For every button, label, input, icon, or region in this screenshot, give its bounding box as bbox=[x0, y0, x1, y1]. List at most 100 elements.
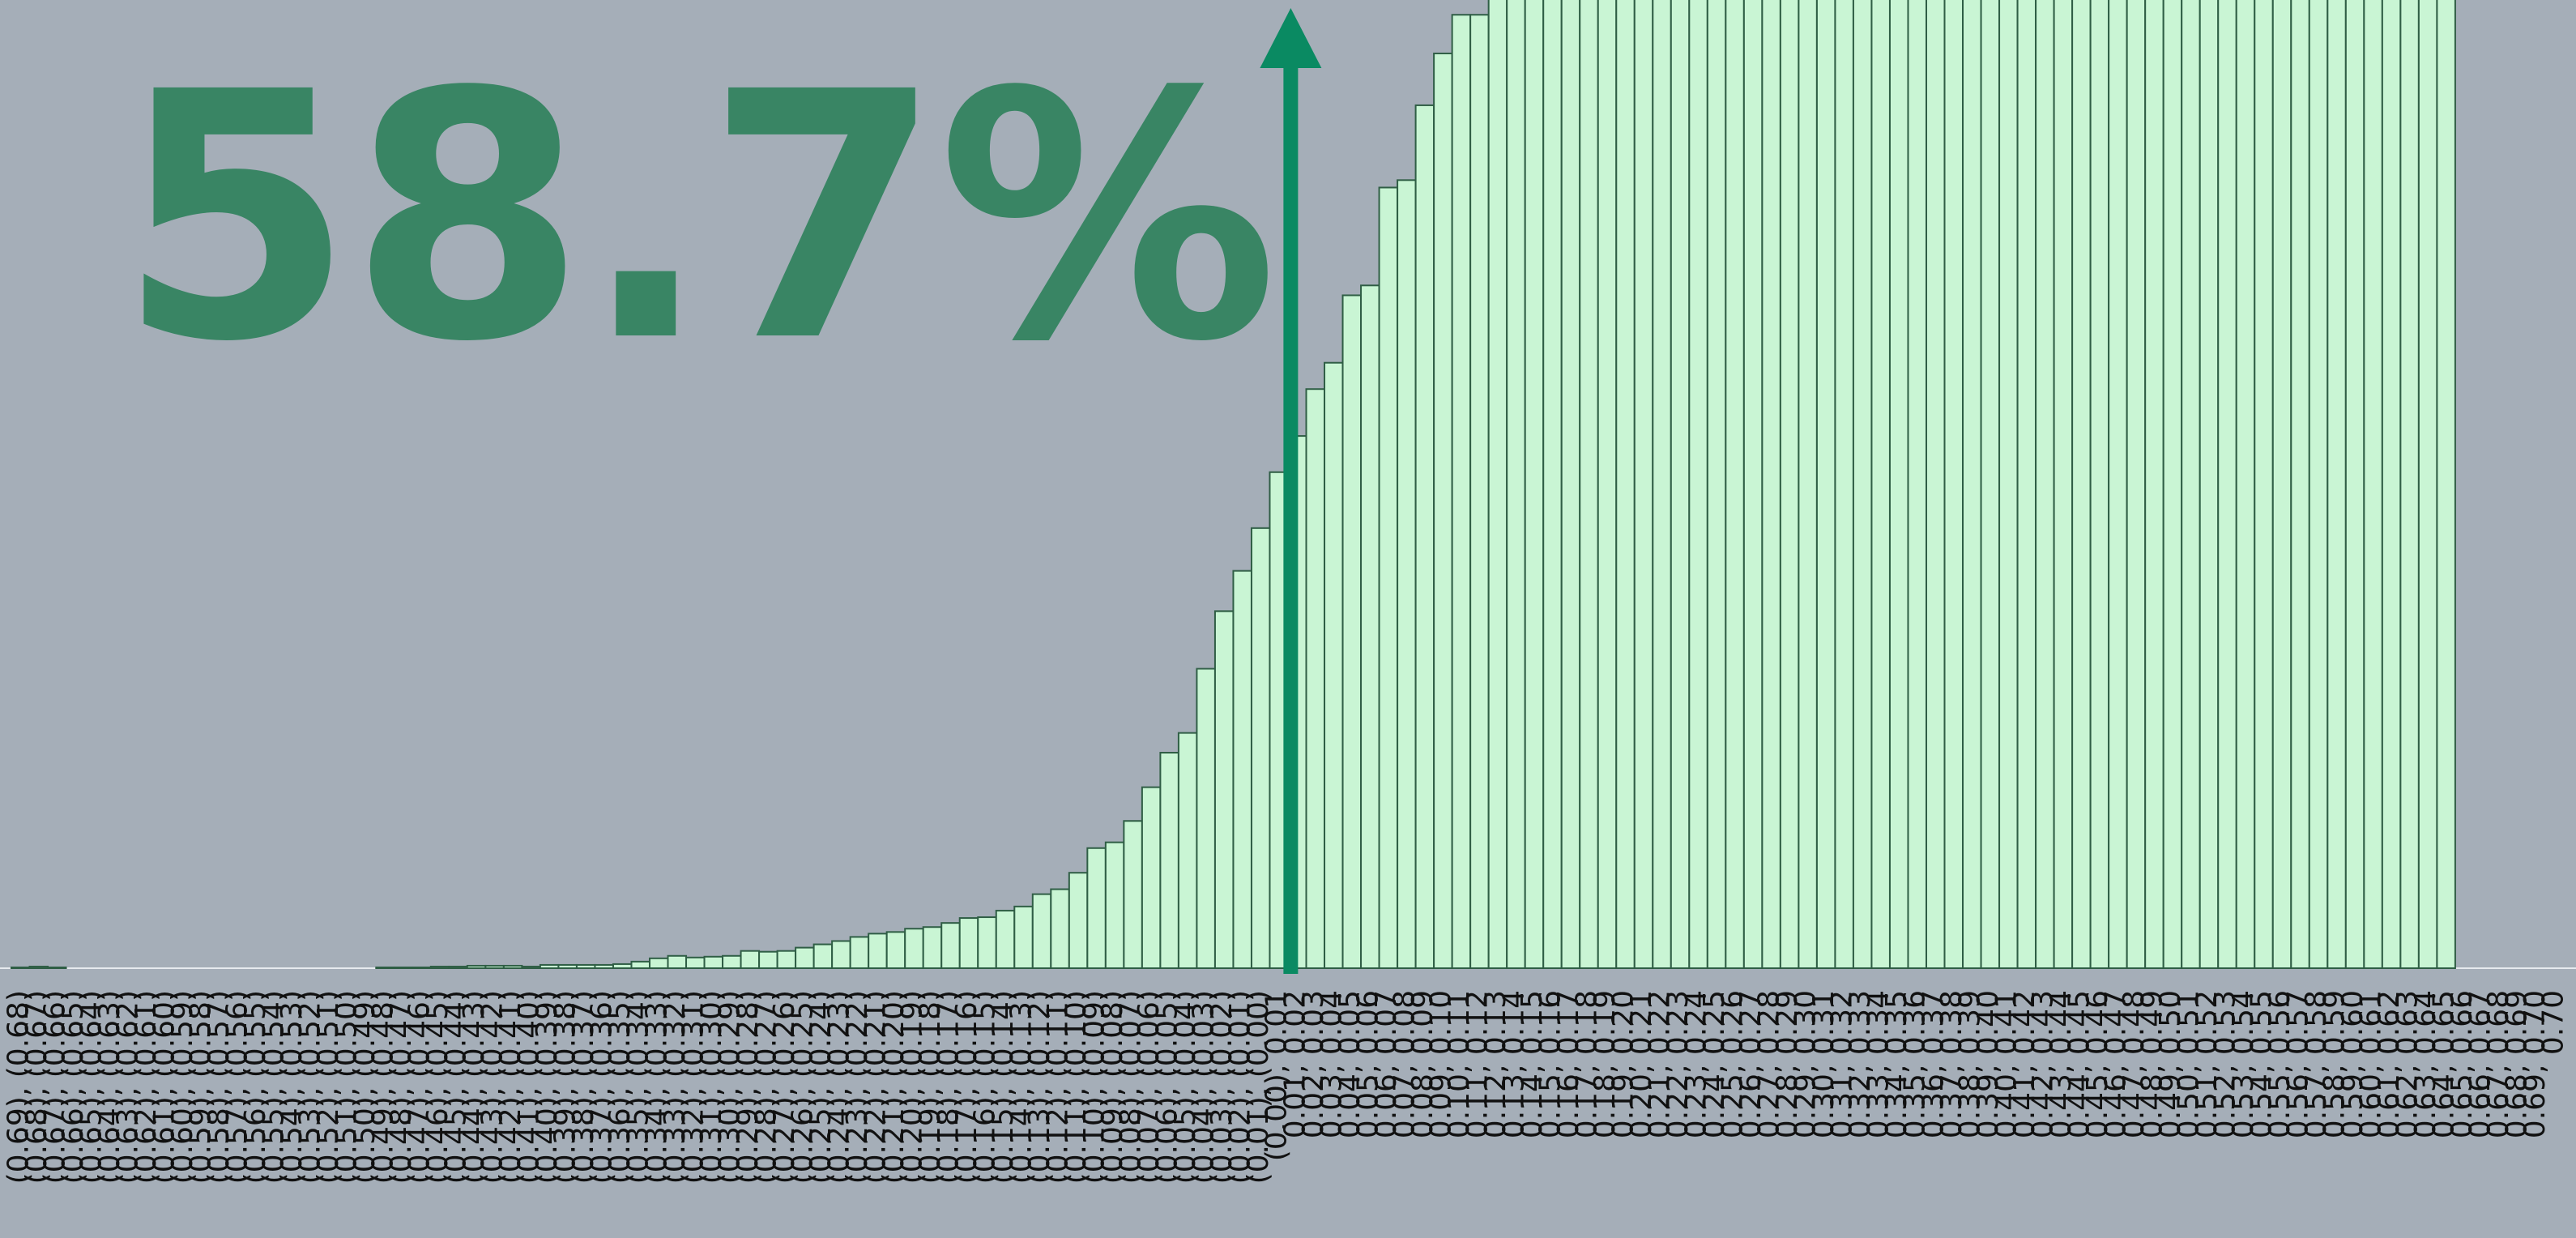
x-tick-label: (0.38), (0.37) bbox=[567, 990, 600, 1184]
histogram-bar bbox=[448, 965, 468, 969]
histogram-bar bbox=[995, 909, 1016, 970]
x-tick-label: 0.68, 0.69 bbox=[2501, 990, 2534, 1138]
x-tick-label: (0.42), (0.41) bbox=[494, 990, 527, 1184]
histogram-bar bbox=[2144, 0, 2164, 969]
x-tick-label: 0.20, 0.21 bbox=[1625, 990, 1658, 1138]
x-tick-label: 0.38, 0.39 bbox=[1953, 990, 1986, 1138]
x-tick-label: (0.25), (0.24) bbox=[804, 990, 838, 1184]
x-tick-label: 0.70 bbox=[2537, 990, 2570, 1055]
histogram-bar bbox=[2199, 0, 2220, 969]
histogram-bar bbox=[1086, 847, 1107, 970]
histogram-bar bbox=[393, 966, 414, 969]
x-tick-label: (0.31), (0.30) bbox=[695, 990, 728, 1184]
up-arrow-icon bbox=[1260, 8, 1322, 974]
histogram-bar bbox=[1998, 0, 2019, 969]
x-tick-label: (0.17), (0.16) bbox=[950, 990, 983, 1184]
x-tick-label: 0.16, 0.17 bbox=[1552, 990, 1585, 1138]
x-tick-label: 0.62, 0.63 bbox=[2391, 990, 2425, 1138]
histogram-bar bbox=[1761, 0, 1781, 969]
histogram-bar bbox=[1943, 0, 1964, 970]
x-tick-label: 0.15, 0.16 bbox=[1533, 990, 1567, 1138]
x-tick-label: (0.13), (0.12) bbox=[1023, 990, 1056, 1184]
x-tick-label: 0.21, 0.22 bbox=[1644, 990, 1677, 1138]
x-tick-label: 0.02, 0.03 bbox=[1297, 990, 1330, 1138]
x-tick-label: 0.65, 0.66 bbox=[2446, 990, 2479, 1138]
histogram-bar bbox=[2071, 0, 2092, 970]
histogram-bar bbox=[412, 966, 432, 969]
x-tick-label: (0.21), (0.20) bbox=[877, 990, 911, 1184]
histogram-bar bbox=[1196, 668, 1216, 969]
x-tick-label: (0.15), (0.14) bbox=[987, 990, 1020, 1184]
x-tick-label: (0.04), (0.03) bbox=[1188, 990, 1221, 1184]
histogram-bar bbox=[1341, 294, 1363, 970]
x-tick-label: 0.24, 0.25 bbox=[1698, 990, 1731, 1138]
x-tick-label: (0.09), (0.08) bbox=[1096, 990, 1129, 1184]
x-tick-label: (0.44), (0.43) bbox=[458, 990, 491, 1184]
x-tick-label: (0.16), (0.15) bbox=[969, 990, 1002, 1184]
x-tick-label: (0.54), (0.53) bbox=[275, 990, 309, 1184]
histogram-bar bbox=[1633, 0, 1654, 970]
x-tick-label: (0.53), (0.52) bbox=[293, 990, 326, 1184]
x-tick-label: 0.17, 0.18 bbox=[1570, 990, 1603, 1138]
histogram-bar bbox=[2254, 0, 2274, 969]
histogram-bar bbox=[1834, 0, 1854, 969]
x-tick-label: 0.51, 0.52 bbox=[2190, 990, 2224, 1138]
x-tick-label: 0.07, 0.08 bbox=[1388, 990, 1421, 1138]
x-tick-label: 0.12, 0.13 bbox=[1479, 990, 1512, 1138]
x-tick-label: 0.55, 0.56 bbox=[2263, 990, 2297, 1138]
marker-arrow-shaft bbox=[1283, 65, 1299, 974]
x-tick-label: (0.01), (0.00) bbox=[1242, 990, 1275, 1184]
x-tick-label: (0.62), (0.61) bbox=[130, 990, 163, 1184]
histogram-bar bbox=[1926, 0, 1946, 969]
x-tick-label: (0.41), (0.40) bbox=[513, 990, 546, 1184]
x-tick-label: 0.10, 0.11 bbox=[1443, 990, 1476, 1138]
x-tick-label: 0.30, 0.31 bbox=[1807, 990, 1840, 1138]
x-tick-label: 0.63, 0.64 bbox=[2409, 990, 2442, 1138]
histogram-bar bbox=[868, 933, 888, 969]
x-tick-label: (0.27), (0.26) bbox=[768, 990, 801, 1184]
histogram-bar bbox=[1324, 361, 1344, 970]
histogram-bar bbox=[922, 926, 943, 969]
histogram-bar bbox=[484, 964, 505, 969]
x-tick-label: (0.37), (0.36) bbox=[586, 990, 619, 1184]
histogram-bar bbox=[1031, 893, 1052, 969]
histogram-bar bbox=[2035, 0, 2055, 969]
x-tick-label: (0.00), 0.01 bbox=[1260, 990, 1294, 1161]
x-tick-label: 0.14, 0.15 bbox=[1516, 990, 1549, 1138]
histogram-bar bbox=[2344, 0, 2365, 969]
histogram-bar bbox=[28, 965, 49, 969]
histogram-bar bbox=[1213, 610, 1235, 969]
histogram-bar bbox=[885, 931, 906, 969]
x-tick-label: 0.59, 0.60 bbox=[2336, 990, 2369, 1138]
histogram-bar bbox=[11, 966, 31, 969]
x-tick-label: (0.39), (0.38) bbox=[549, 990, 582, 1184]
marker-arrow-head bbox=[1260, 8, 1322, 68]
histogram-bar bbox=[1050, 888, 1070, 970]
histogram-bar bbox=[1597, 0, 1618, 969]
histogram-bar bbox=[1670, 0, 1691, 970]
x-tick-label: (0.28), (0.27) bbox=[749, 990, 783, 1184]
x-tick-label: 0.44, 0.45 bbox=[2062, 990, 2096, 1138]
x-tick-label: (0.52), (0.51) bbox=[312, 990, 345, 1184]
x-tick-label: 0.64, 0.65 bbox=[2428, 990, 2461, 1138]
histogram-bar bbox=[1980, 0, 2001, 969]
histogram-bar bbox=[2399, 0, 2420, 969]
histogram-bar bbox=[2089, 0, 2110, 969]
x-tick-label: 0.60, 0.61 bbox=[2355, 990, 2388, 1138]
histogram-bar bbox=[1888, 0, 1909, 969]
histogram-bar bbox=[575, 963, 596, 969]
x-tick-label: 0.47, 0.48 bbox=[2118, 990, 2151, 1138]
x-tick-label: 0.45, 0.46 bbox=[2081, 990, 2114, 1138]
x-tick-label: 0.19, 0.20 bbox=[1607, 990, 1640, 1138]
x-tick-label: (0.24), (0.23) bbox=[822, 990, 855, 1184]
x-tick-label: 0.13, 0.14 bbox=[1497, 990, 1530, 1138]
histogram-bar bbox=[2436, 0, 2456, 969]
x-tick-label: 0.03, 0.04 bbox=[1315, 990, 1348, 1138]
histogram-bar bbox=[1433, 52, 1453, 970]
x-tick-label: 0.36, 0.37 bbox=[1917, 990, 1950, 1138]
x-tick-label: (0.23), (0.22) bbox=[841, 990, 874, 1184]
histogram-bar bbox=[2308, 0, 2329, 969]
histogram-bar bbox=[1524, 0, 1545, 969]
x-tick-label: 0.50, 0.51 bbox=[2172, 990, 2205, 1138]
x-tick-label: 0.43, 0.44 bbox=[2045, 990, 2078, 1138]
